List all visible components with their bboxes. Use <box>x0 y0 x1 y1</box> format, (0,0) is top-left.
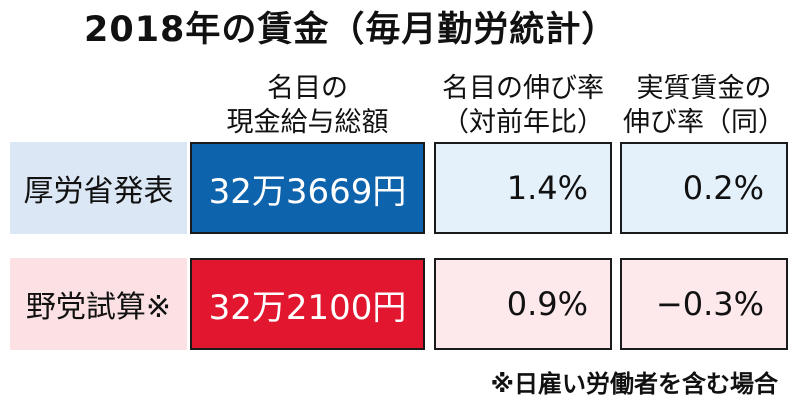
table-row-opposition: 野党試算※ 32万2100円 0.9% −0.3% <box>0 258 800 350</box>
nominal-growth-cell: 0.9% <box>434 258 612 350</box>
column-header-line: 伸び率（同） <box>623 107 785 138</box>
column-header-line: 名目の伸び率 <box>442 73 604 104</box>
page-title: 2018年の賃金（毎月勤労統計） <box>84 10 618 50</box>
amount-cell: 32万3669円 <box>190 142 425 234</box>
column-header-line: 現金給与総額 <box>226 107 389 138</box>
column-header-nominal-wage: 名目の 現金給与総額 <box>190 72 425 140</box>
footnote: ※日雇い労働者を含む場合 <box>490 370 778 398</box>
real-growth-cell: −0.3% <box>620 258 788 350</box>
column-header-line: （対前年比） <box>442 107 604 138</box>
real-growth-cell: 0.2% <box>620 142 788 234</box>
column-header-line: 名目の <box>267 73 348 104</box>
column-header-nominal-growth: 名目の伸び率 （対前年比） <box>434 72 612 140</box>
nominal-growth-cell: 1.4% <box>434 142 612 234</box>
row-label: 野党試算※ <box>10 258 187 350</box>
amount-cell: 32万2100円 <box>190 258 425 350</box>
column-header-real-growth: 実質賃金の 伸び率（同） <box>620 72 788 140</box>
table-row-ministry: 厚労省発表 32万3669円 1.4% 0.2% <box>0 142 800 234</box>
row-label: 厚労省発表 <box>10 142 187 234</box>
column-header-line: 実質賃金の <box>636 73 772 104</box>
